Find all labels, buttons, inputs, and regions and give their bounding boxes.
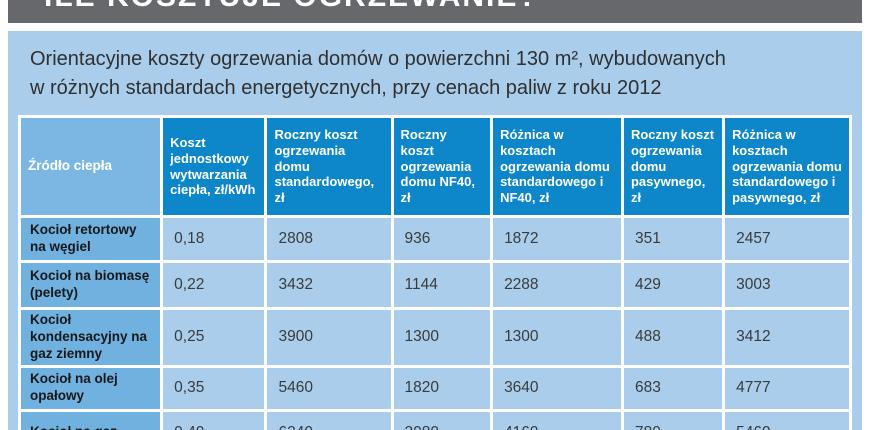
column-header-nf40-cost: Roczny koszt ogrzewania domu NF40, zł bbox=[393, 118, 491, 215]
cell-value: 3412 bbox=[725, 310, 849, 365]
cell-value: 2457 bbox=[725, 218, 849, 260]
intro-line-2: w różnych standardach energetycznych, pr… bbox=[30, 77, 662, 99]
row-label: Kocioł retortowy na węgiel bbox=[21, 218, 161, 260]
column-header-heat-source: Źródło ciepła bbox=[21, 118, 161, 215]
cell-value: 1872 bbox=[493, 218, 621, 260]
row-label: Kocioł na olej opałowy bbox=[21, 367, 161, 409]
cell-value: 488 bbox=[623, 310, 723, 365]
cell-value: 3640 bbox=[493, 367, 621, 409]
column-header-standard-cost: Roczny koszt ogrzewania domu standardowe… bbox=[267, 118, 391, 215]
cell-value: 0,35 bbox=[163, 367, 265, 409]
cell-value: 3003 bbox=[725, 263, 849, 307]
column-header-diff-nf40: Różnica w kosztach ogrzewania domu stand… bbox=[493, 118, 621, 215]
table-row: Kocioł na biomasę (pelety) 0,22 3432 114… bbox=[21, 263, 849, 307]
page-title: ILE KOSZTUJE OGRZEWANIE? bbox=[8, 0, 862, 14]
cell-value: 1820 bbox=[393, 367, 491, 409]
cell-value: 1300 bbox=[393, 310, 491, 365]
cell-value: 351 bbox=[623, 218, 723, 260]
cell-value: 5460 bbox=[725, 411, 849, 430]
cell-value: 780 bbox=[623, 411, 723, 430]
cell-value: 5460 bbox=[267, 367, 391, 409]
row-label: Kocioł na biomasę (pelety) bbox=[21, 263, 161, 307]
intro-line-1: Orientacyjne koszty ogrzewania domów o p… bbox=[30, 48, 726, 70]
cell-value: 2808 bbox=[267, 218, 391, 260]
cell-value: 936 bbox=[393, 218, 491, 260]
heating-costs-table: Źródło ciepła Koszt jednostkowy wytwarza… bbox=[18, 115, 852, 430]
cell-value: 683 bbox=[623, 367, 723, 409]
cell-value: 429 bbox=[623, 263, 723, 307]
cell-value: 0,40 bbox=[163, 411, 265, 430]
cell-value: 6240 bbox=[267, 411, 391, 430]
cell-value: 4777 bbox=[725, 367, 849, 409]
cell-value: 3432 bbox=[267, 263, 391, 307]
table-header-row: Źródło ciepła Koszt jednostkowy wytwarza… bbox=[21, 118, 849, 215]
title-bar: ILE KOSZTUJE OGRZEWANIE? bbox=[8, 0, 862, 23]
cell-value: 0,18 bbox=[163, 218, 265, 260]
row-label: Kocioł na gaz bbox=[21, 411, 161, 430]
table-row: Kocioł retortowy na węgiel 0,18 2808 936… bbox=[21, 218, 849, 260]
cell-value: 0,22 bbox=[163, 263, 265, 307]
cell-value: 4160 bbox=[493, 411, 621, 430]
column-header-diff-passive: Różnica w kosztach ogrzewania domu stand… bbox=[725, 118, 849, 215]
cell-value: 3900 bbox=[267, 310, 391, 365]
table-row: Kocioł na olej opałowy 0,35 5460 1820 36… bbox=[21, 367, 849, 409]
content-panel: Orientacyjne koszty ogrzewania domów o p… bbox=[8, 31, 862, 430]
column-header-passive-cost: Roczny koszt ogrzewania domu pasywnego, … bbox=[623, 118, 723, 215]
cell-value: 1300 bbox=[493, 310, 621, 365]
cell-value: 2288 bbox=[493, 263, 621, 307]
table-row: Kocioł kondensacyjny na gaz ziemny 0,25 … bbox=[21, 310, 849, 365]
cell-value: 1144 bbox=[393, 263, 491, 307]
cell-value: 2080 bbox=[393, 411, 491, 430]
column-header-unit-cost: Koszt jednostkowy wytwarzania ciepła, zł… bbox=[163, 118, 265, 215]
intro-text: Orientacyjne koszty ogrzewania domów o p… bbox=[30, 45, 848, 103]
cell-value: 0,25 bbox=[163, 310, 265, 365]
table-row: Kocioł na gaz 0,40 6240 2080 4160 780 54… bbox=[21, 411, 849, 430]
row-label: Kocioł kondensacyjny na gaz ziemny bbox=[21, 310, 161, 365]
